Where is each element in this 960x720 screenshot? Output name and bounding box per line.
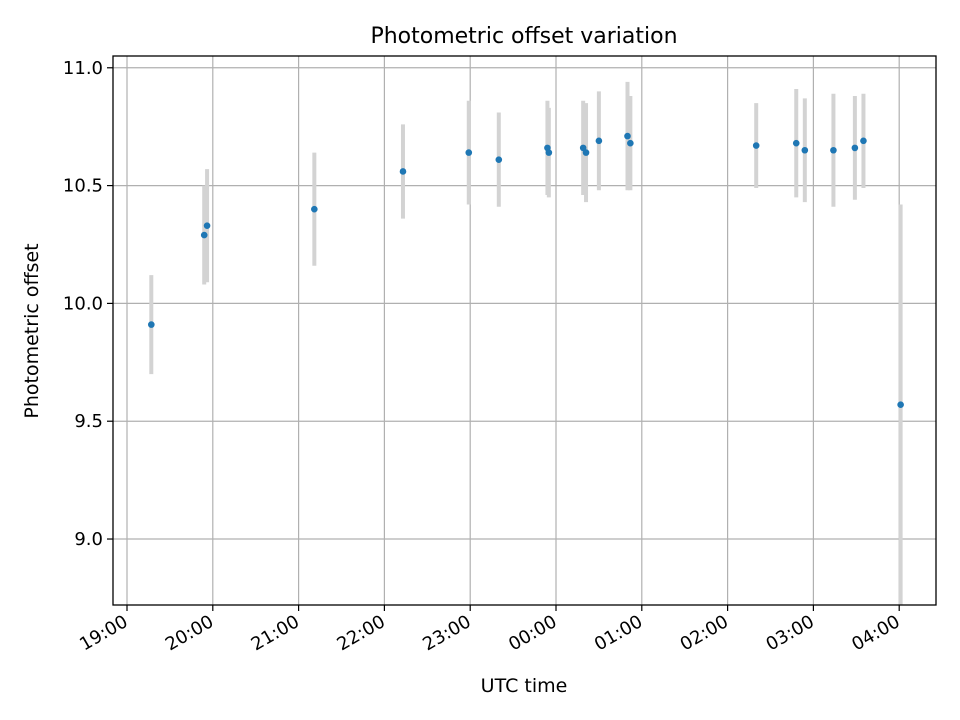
data-point [792, 139, 800, 147]
y-axis-label: Photometric offset [21, 243, 43, 418]
data-point [495, 156, 503, 163]
y-axis: 9.0 9.5 10.0 10.5 11.0 [63, 58, 113, 550]
data-point [203, 222, 211, 229]
data-point [582, 149, 590, 156]
data-point [311, 205, 318, 213]
data-point [830, 146, 837, 154]
plot-frame [112, 55, 937, 606]
grid [113, 56, 936, 605]
data-point [624, 132, 631, 140]
data-point [465, 149, 473, 156]
data-point [148, 321, 155, 328]
data-point [851, 144, 859, 152]
data-point [897, 401, 904, 409]
data-point [627, 139, 634, 147]
y-tick-label: 11.0 [63, 58, 103, 79]
data-point [801, 146, 809, 154]
x-axis-label: UTC time [481, 675, 568, 697]
chart-title: Photometric offset variation [370, 24, 677, 49]
y-tick-label: 9.5 [74, 411, 103, 432]
data-point [200, 231, 208, 239]
data-points [148, 132, 904, 409]
y-tick-label: 9.0 [74, 529, 103, 550]
data-point [399, 168, 407, 175]
data-point [860, 137, 867, 145]
data-point [595, 137, 603, 145]
y-tick-label: 10.5 [63, 176, 103, 197]
data-point [752, 142, 760, 149]
y-tick-label: 10.0 [63, 293, 103, 314]
data-point [545, 149, 553, 156]
